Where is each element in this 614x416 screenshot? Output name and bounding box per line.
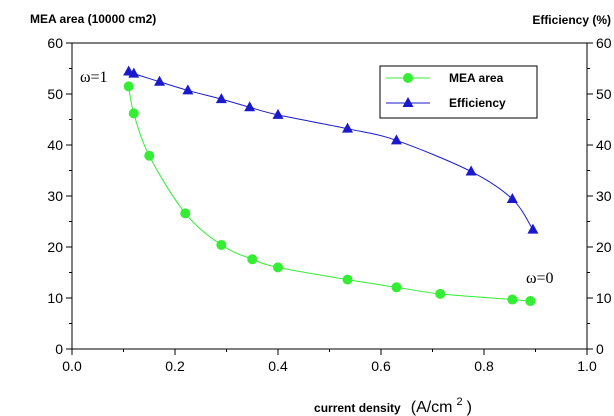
- y-right-axis-title: Efficiency (%): [532, 13, 611, 27]
- y-right-tick-label: 20: [596, 239, 612, 255]
- plot-layer: 0.0 0.2 0.4 0.6 0.8 1.00102030405060010203040…: [47, 35, 611, 374]
- data-point-efficiency: [128, 67, 140, 78]
- x-tick-label: 1.0: [577, 358, 597, 374]
- y-left-axis-title: MEA area (10000 cm2): [30, 12, 156, 26]
- data-point-mea-area: [391, 282, 402, 293]
- y-left-tick-label: 50: [47, 86, 63, 102]
- y-left-tick-label: 40: [47, 137, 63, 153]
- data-point-mea-area: [128, 108, 139, 119]
- data-point-efficiency: [154, 75, 166, 86]
- y-right-tick-label: 10: [596, 290, 612, 306]
- y-right-tick-label: 60: [596, 35, 612, 51]
- data-point-mea-area: [123, 81, 134, 92]
- data-point-efficiency: [244, 101, 256, 112]
- y-left-tick-label: 10: [47, 290, 63, 306]
- data-point-mea-area: [144, 150, 155, 161]
- y-left-tick-label: 30: [47, 188, 63, 204]
- x-tick-label: 0.8: [474, 358, 494, 374]
- data-point-efficiency: [182, 84, 194, 95]
- y-right-tick-label: 30: [596, 188, 612, 204]
- x-axis-unit-base: (A/cm: [411, 399, 453, 416]
- y-left-tick-label: 0: [55, 341, 63, 357]
- x-axis-title: current density (A/cm 2 ): [314, 392, 472, 416]
- data-point-mea-area: [247, 254, 258, 265]
- data-point-efficiency: [215, 93, 227, 104]
- x-tick-label: 0.4: [268, 358, 288, 374]
- annotation-omega-0: ω=0: [526, 270, 554, 287]
- y-right-tick-label: 0: [596, 341, 604, 357]
- data-point-mea-area: [525, 296, 536, 307]
- x-axis-title-text: current density: [314, 401, 401, 415]
- data-point-efficiency: [272, 108, 284, 119]
- data-point-mea-area: [435, 288, 446, 299]
- data-point-efficiency: [342, 122, 354, 133]
- y-left-tick-label: 60: [47, 35, 63, 51]
- data-point-mea-area: [180, 208, 191, 219]
- y-left-tick-label: 20: [47, 239, 63, 255]
- data-point-mea-area: [273, 262, 283, 273]
- data-point-efficiency: [465, 165, 477, 176]
- x-axis-unit-close: ): [467, 399, 472, 416]
- data-point-mea-area: [342, 274, 353, 285]
- data-point-efficiency: [390, 134, 402, 145]
- annotation-omega-1: ω=1: [80, 69, 108, 86]
- x-tick-label: 0.0: [62, 358, 82, 374]
- y-right-tick-label: 50: [596, 86, 612, 102]
- legend-eff-marker: [402, 97, 414, 107]
- x-tick-label: 0.6: [371, 358, 391, 374]
- legend-eff-label: Efficiency: [449, 96, 506, 110]
- data-point-efficiency: [506, 193, 518, 204]
- data-point-mea-area: [507, 294, 518, 305]
- x-tick-label: 0.2: [165, 358, 185, 374]
- series-line-mea-area: [128, 86, 531, 302]
- legend: MEA area Efficiency: [379, 65, 538, 119]
- y-right-tick-label: 40: [596, 137, 612, 153]
- legend-mea-marker: [403, 73, 413, 83]
- data-point-mea-area: [216, 239, 227, 250]
- legend-mea-label: MEA area: [449, 71, 504, 85]
- data-point-efficiency: [527, 223, 539, 234]
- x-axis-unit-sup: 2: [457, 396, 463, 408]
